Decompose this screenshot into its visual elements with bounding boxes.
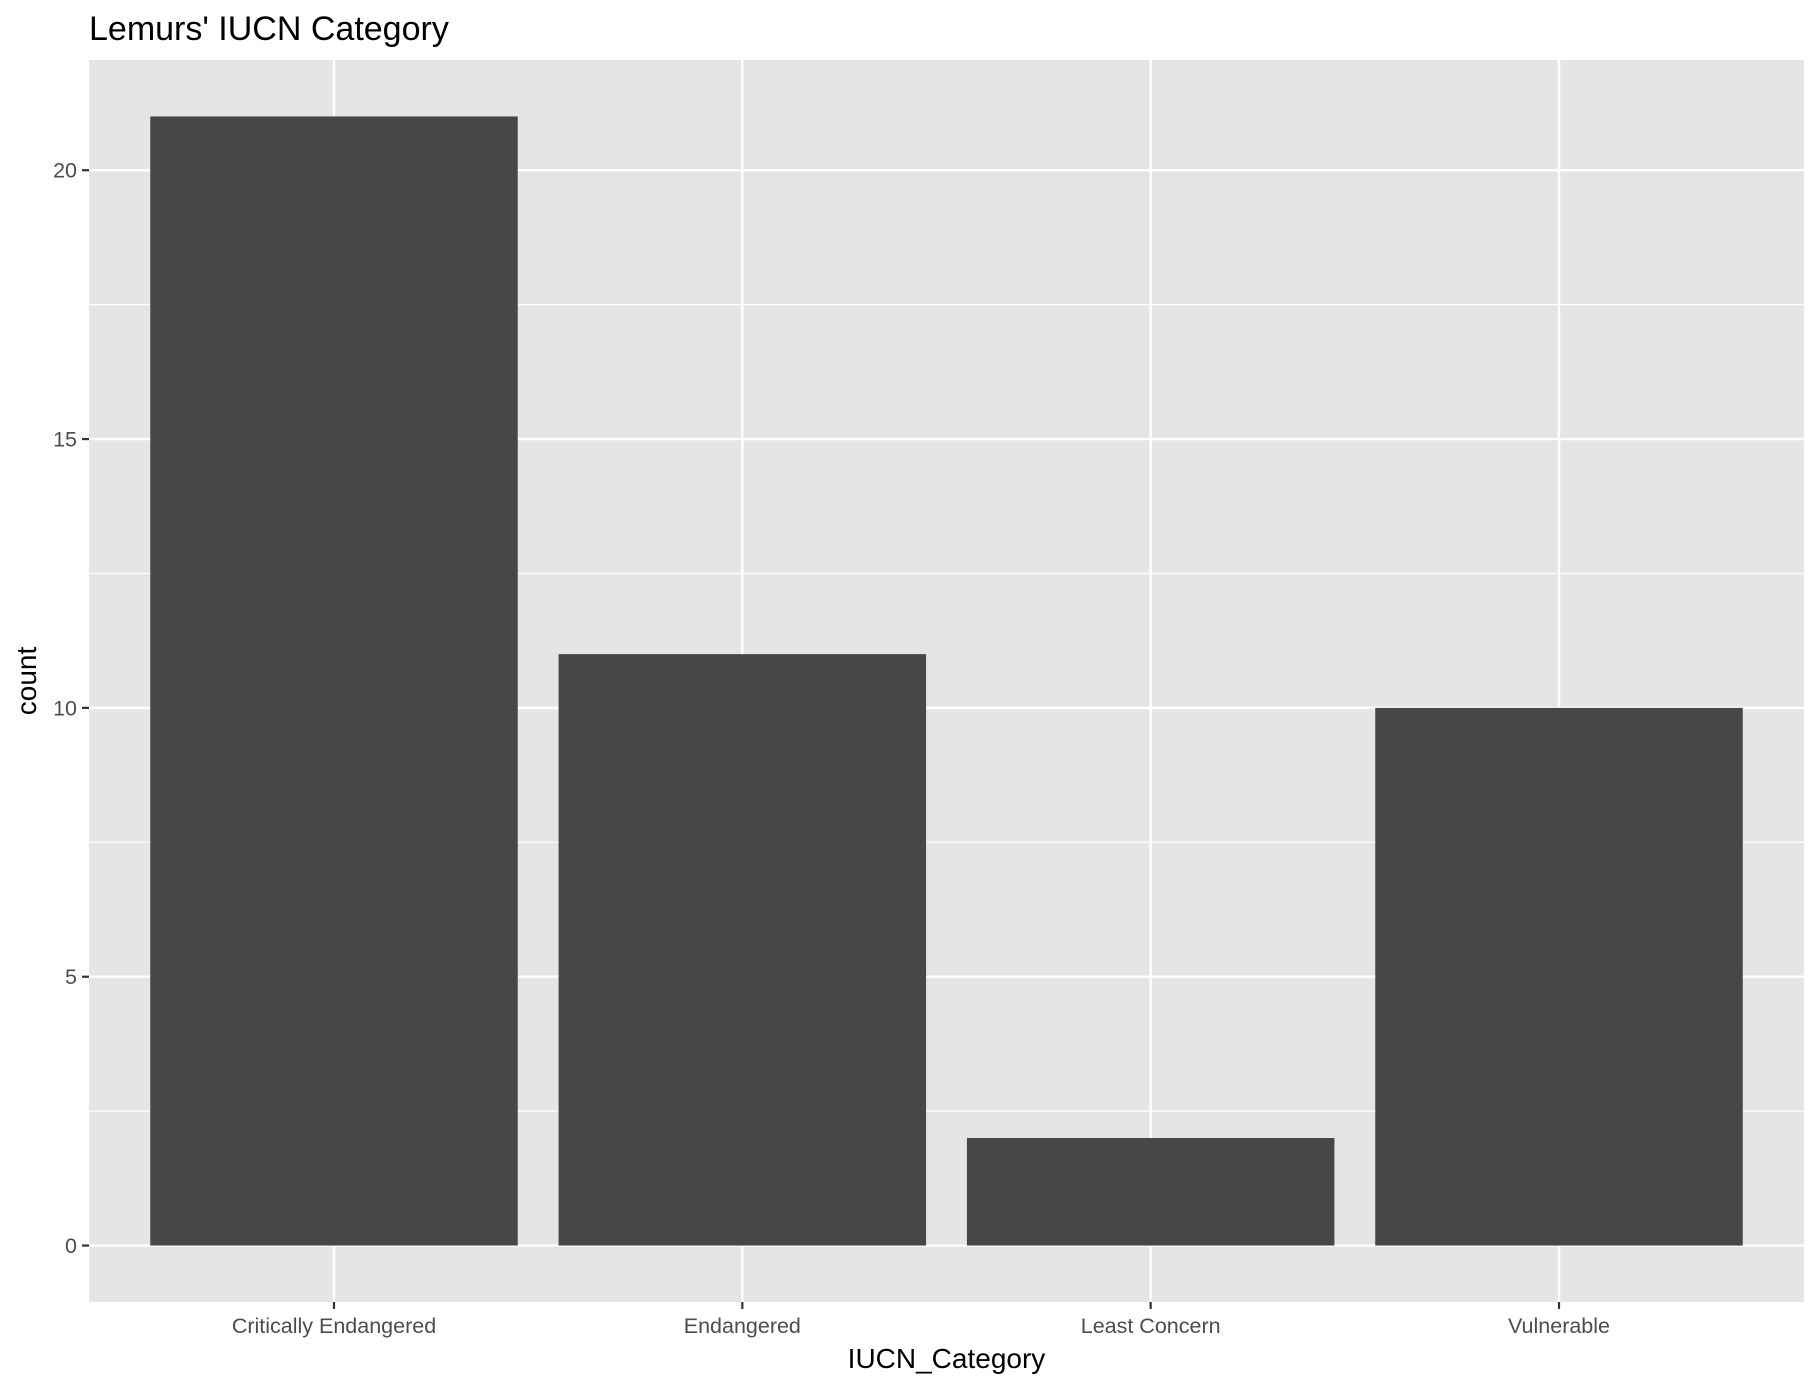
x-tick-label: Vulnerable <box>1508 1314 1610 1338</box>
y-axis: 0 5 10 15 20 <box>53 159 89 1258</box>
y-tick-label: 10 <box>53 696 77 720</box>
bar <box>1375 707 1743 1246</box>
y-tick-label: 15 <box>53 428 77 452</box>
bar <box>150 116 518 1246</box>
bar <box>966 1138 1335 1246</box>
y-axis-title: count <box>11 647 42 716</box>
y-tick-label: 20 <box>53 159 77 183</box>
x-tick-label: Critically Endangered <box>232 1314 436 1338</box>
x-tick-label: Least Concern <box>1081 1314 1221 1338</box>
bar <box>558 654 927 1246</box>
x-axis: Critically Endangered Endangered Least Con… <box>232 1302 1610 1338</box>
x-axis-title: IUCN_Category <box>848 1343 1046 1374</box>
y-tick-label: 0 <box>65 1234 77 1258</box>
chart-title: Lemurs' IUCN Category <box>89 10 449 48</box>
bars <box>150 116 1743 1246</box>
x-tick-label: Endangered <box>684 1314 801 1338</box>
y-tick-label: 5 <box>65 965 77 989</box>
